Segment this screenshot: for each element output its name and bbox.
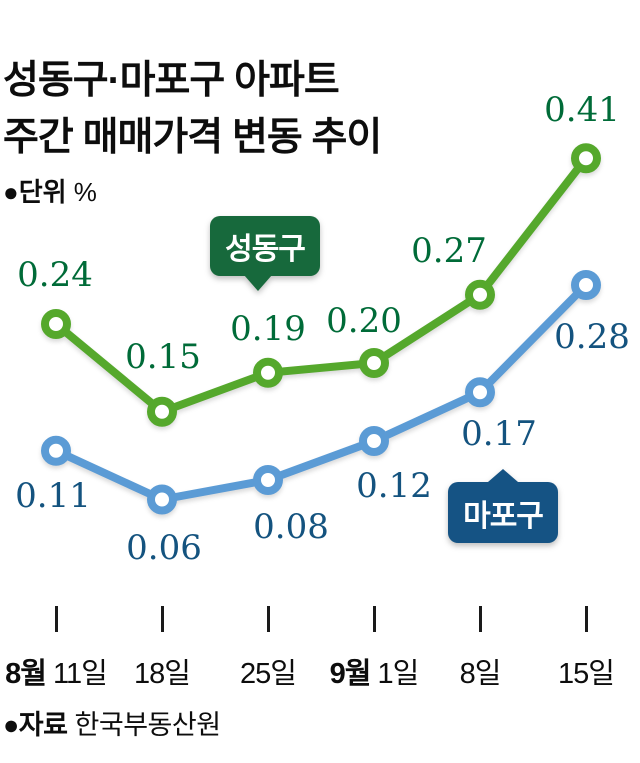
mapo-badge-label: 마포구 [463, 499, 544, 533]
x-axis-month-label: 9월 [329, 658, 372, 690]
x-axis-label: 15일 [558, 650, 615, 692]
unit-label: ●단위 % [3, 172, 97, 209]
x-axis-day-label: 18일 [134, 658, 191, 690]
chart-title: 성동구·마포구 아파트 주간 매매가격 변동 추이 [3, 52, 382, 166]
x-axis-day-label: 11일 [53, 658, 108, 690]
x-axis-day-label: 8일 [459, 658, 502, 690]
unit-bullet-label: ●단위 [3, 177, 67, 207]
data-point [253, 465, 283, 495]
source-value: 한국부동산원 [74, 710, 222, 740]
x-axis-month-label: 8월 [5, 658, 47, 690]
x-axis-label: 25일 [240, 650, 297, 692]
x-axis-label: 9월 1일 [329, 650, 420, 692]
seongdong-badge-label: 성동구 [225, 233, 306, 266]
data-point [571, 270, 601, 300]
x-axis-day-label: 15일 [558, 658, 615, 690]
data-point [147, 484, 177, 515]
x-axis-tick [372, 606, 376, 632]
x-axis-tick [584, 606, 588, 632]
data-point [253, 357, 283, 388]
unit-value: % [73, 177, 97, 207]
mapo-badge: 마포구 [448, 469, 558, 543]
series-line-mapo [54, 282, 589, 504]
seongdong-badge: 성동구 [210, 216, 320, 291]
x-axis-tick [160, 606, 164, 632]
x-axis-tick [478, 606, 482, 632]
x-axis-tick [266, 606, 270, 632]
source-note: ●자료 한국부동산원 [3, 703, 221, 742]
series-line-seongdong [53, 155, 590, 417]
x-axis-day-label: 1일 [377, 658, 420, 690]
x-axis-label: 18일 [134, 650, 191, 692]
x-axis-label: 8일 [459, 650, 502, 692]
data-point [41, 435, 71, 466]
data-point [359, 348, 389, 378]
x-axis-label: 8월 11일 [5, 650, 108, 692]
data-point [571, 143, 601, 174]
title-line-2: 주간 매매가격 변동 추이 [3, 116, 382, 159]
data-point [465, 279, 495, 310]
x-axis-day-label: 25일 [240, 658, 297, 690]
data-point [465, 377, 495, 408]
data-point [359, 426, 389, 456]
data-point [41, 309, 71, 339]
title-line-1: 성동구·마포구 아파트 [3, 59, 340, 102]
data-point [147, 396, 177, 427]
source-label: ●자료 [3, 710, 68, 740]
x-axis-tick [54, 606, 58, 632]
